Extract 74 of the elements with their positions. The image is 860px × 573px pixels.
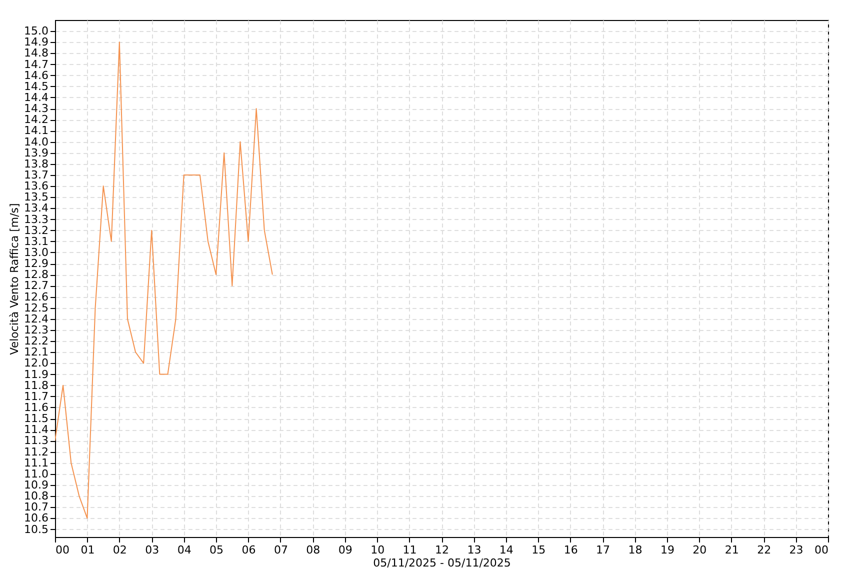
y-tick-label: 14.6 [24,68,48,82]
x-tick-label: 17 [596,544,610,556]
y-tick-label: 13.0 [24,246,48,259]
y-tick-label: 14.9 [24,36,48,49]
x-tick-label: 07 [274,544,288,556]
x-tick-label: 19 [660,544,674,556]
x-tick-label: 22 [757,544,772,556]
y-tick-label: 12.6 [24,290,48,304]
y-tick-label: 12.7 [24,279,48,292]
y-tick-label: 12.3 [24,323,48,336]
y-tick-label: 12.2 [24,334,48,348]
y-tick-label: 14.5 [24,80,48,93]
x-axis-title: 05/11/2025 - 05/11/2025 [373,556,511,570]
x-tick-label: 11 [402,544,417,556]
y-tick-label: 13.7 [24,168,48,182]
y-tick-label: 10.9 [24,478,48,492]
x-tick-label: 23 [789,544,804,556]
y-tick-label: 12.1 [24,346,48,359]
x-tick-label: 00 [814,544,828,556]
line-series [55,42,273,519]
x-tick-label: 03 [145,544,160,556]
y-axis-title: Velocità Vento Raffica [m/s] [8,203,22,355]
y-tick-label: 14.2 [24,113,48,126]
y-tick-label: 11.4 [24,423,48,436]
x-tick-label: 13 [467,544,482,556]
y-tick-label: 13.6 [24,180,48,193]
y-tick-label: 14.4 [24,90,48,104]
y-tick-label: 11.5 [24,412,48,426]
y-tick-label: 11.9 [24,368,48,381]
x-tick-label: 14 [499,544,514,556]
x-tick-label: 04 [177,544,192,556]
x-tick-label: 16 [564,544,578,556]
y-tick-label: 14.1 [24,124,48,138]
y-tick-label: 13.9 [24,146,48,160]
y-tick-label: 13.5 [24,190,48,204]
y-tick-label: 14.3 [24,102,48,116]
y-tick-label: 13.4 [24,202,48,215]
y-tick-label: 14.0 [24,135,48,148]
y-tick-label: 13.1 [24,234,48,248]
x-tick-label: 00 [56,544,70,556]
y-tick-label: 12.4 [24,312,48,326]
y-tick-label: 11.2 [24,445,48,458]
y-tick-label: 10.6 [24,512,48,525]
y-tick-label: 11.1 [24,456,48,470]
x-tick-label: 02 [112,544,127,556]
y-tick-label: 11.0 [24,467,48,480]
y-tick-label: 13.2 [24,224,48,237]
y-tick-label: 10.7 [24,500,48,514]
x-tick-label: 05 [210,544,224,556]
y-tick-label: 10.8 [24,490,48,503]
y-tick-label: 12.0 [24,356,48,370]
y-tick-label: 12.9 [24,257,48,270]
y-tick-label: 11.7 [24,390,48,403]
y-tick-label: 14.7 [24,58,48,71]
x-tick-label: 10 [370,544,385,556]
y-tick-label: 13.8 [24,157,48,170]
x-tick-label: 21 [724,544,739,556]
y-tick-label: 12.5 [24,301,48,314]
x-tick-label: 08 [306,544,320,556]
y-tick-label: 12.8 [24,268,48,282]
x-tick-label: 20 [692,544,707,556]
x-tick-label: 06 [242,544,256,556]
x-tick-label: 09 [338,544,352,556]
y-tick-label: 14.8 [24,46,48,60]
y-tick-label: 11.6 [24,400,48,414]
y-tick-label: 10.5 [24,522,48,536]
x-tick-label: 18 [628,544,642,556]
y-tick-label: 13.3 [24,212,48,226]
x-tick-label: 15 [532,544,546,556]
y-tick-label: 11.3 [24,434,48,448]
x-tick-label: 12 [435,544,449,556]
x-tick-label: 01 [80,544,95,556]
y-tick-label: 11.8 [24,378,48,392]
y-tick-label: 15.0 [24,24,48,38]
